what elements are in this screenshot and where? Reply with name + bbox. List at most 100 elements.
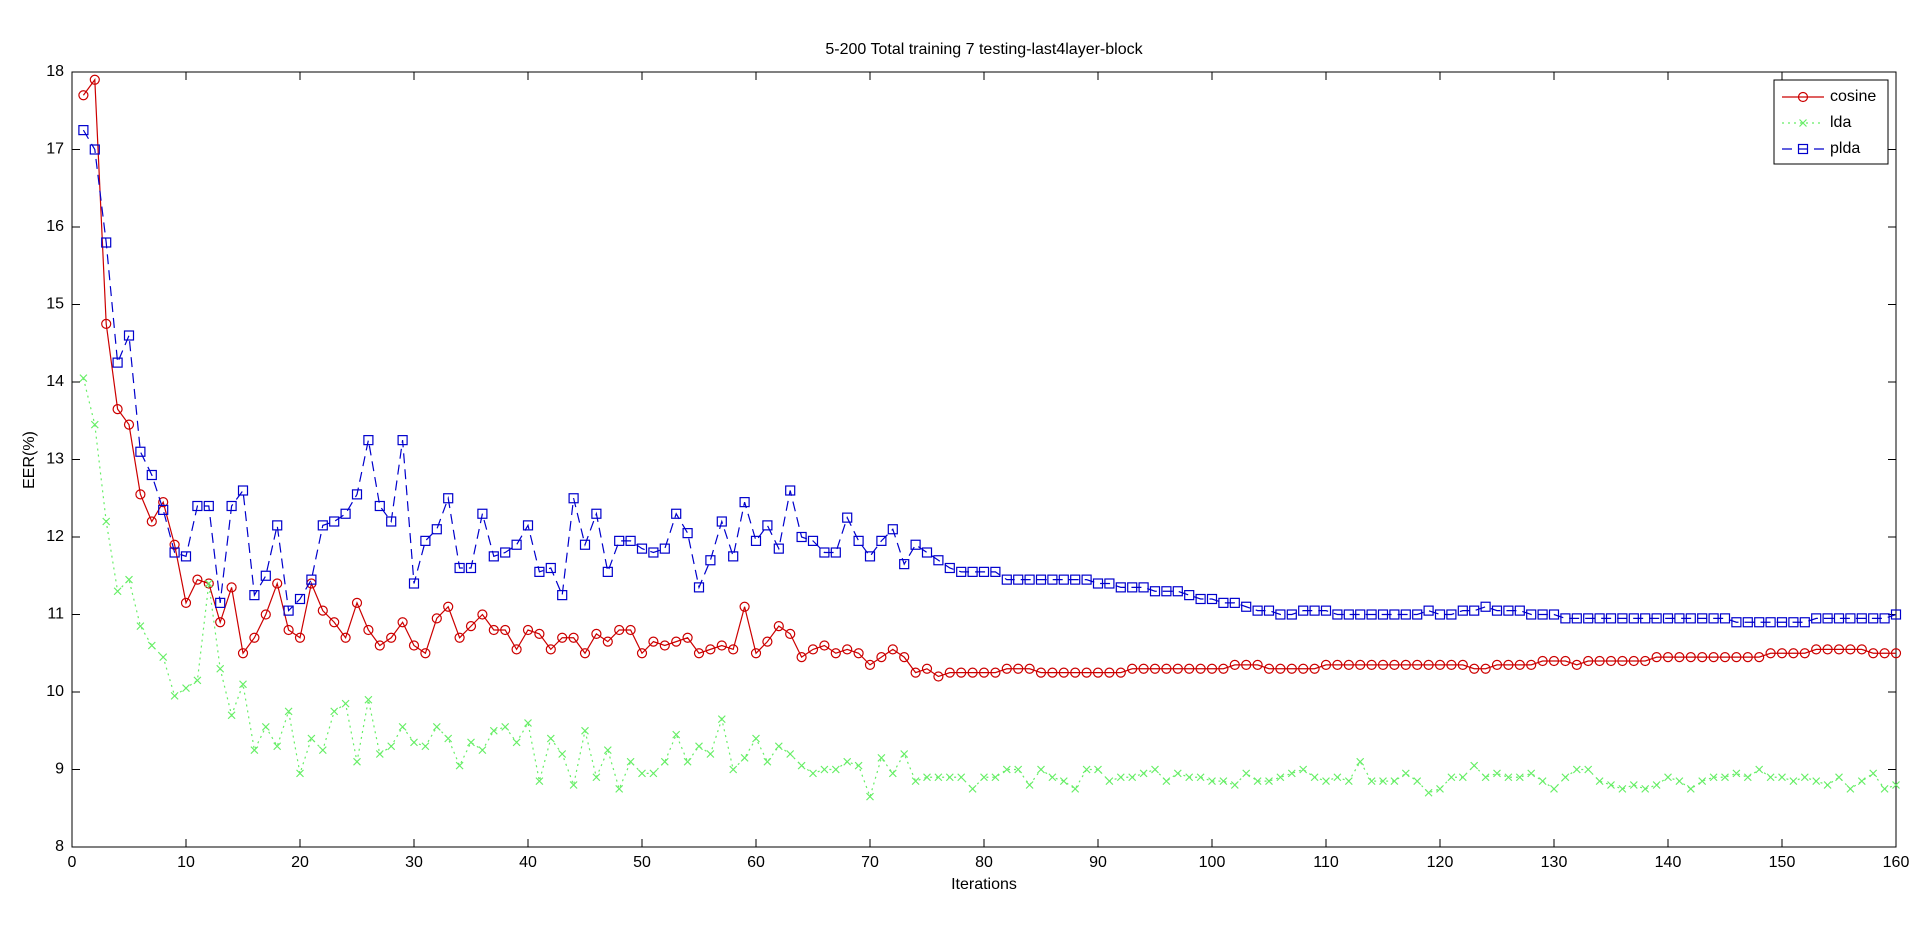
marker (1298, 663, 1309, 674)
marker (1664, 773, 1672, 782)
marker (1697, 613, 1708, 624)
marker (1868, 648, 1879, 659)
marker (579, 648, 591, 659)
marker (866, 792, 874, 801)
marker (842, 644, 853, 655)
marker (363, 435, 374, 446)
marker (934, 773, 943, 782)
marker (557, 590, 568, 601)
x-tick-label: 0 (68, 854, 77, 871)
marker (1719, 652, 1731, 663)
x-tick-label: 120 (1427, 854, 1454, 871)
marker (887, 524, 898, 535)
marker (1013, 574, 1024, 585)
series-line (82, 78, 1896, 678)
marker (659, 640, 670, 651)
marker (1286, 663, 1297, 674)
marker (193, 676, 202, 685)
marker (398, 722, 407, 731)
marker (569, 781, 578, 789)
marker (1641, 784, 1650, 793)
marker (830, 547, 841, 558)
marker (1469, 663, 1480, 674)
marker (978, 566, 990, 577)
marker (785, 485, 796, 496)
marker (1037, 765, 1045, 774)
marker (1675, 777, 1684, 786)
marker (1503, 659, 1514, 670)
marker (1470, 761, 1479, 770)
marker (146, 469, 157, 481)
marker (1595, 777, 1604, 786)
marker (123, 419, 135, 430)
marker (1605, 655, 1617, 667)
marker (1571, 613, 1582, 624)
marker (1869, 769, 1878, 778)
marker (682, 528, 693, 539)
marker (693, 582, 705, 593)
chart-title: 5-200 Total training 7 testing-last4laye… (825, 41, 1143, 58)
marker (1218, 597, 1229, 608)
marker (649, 769, 658, 778)
marker (1754, 652, 1765, 663)
marker (535, 777, 544, 786)
marker (774, 742, 783, 751)
marker (1892, 781, 1900, 789)
marker (420, 648, 431, 659)
marker (489, 726, 498, 735)
y-tick-label: 8 (55, 838, 64, 855)
marker (443, 493, 454, 504)
marker (1436, 784, 1444, 793)
marker (432, 722, 441, 731)
marker (444, 734, 453, 743)
marker (1162, 777, 1171, 786)
marker (534, 566, 545, 577)
marker (1127, 582, 1138, 593)
marker (1560, 655, 1571, 667)
marker (1322, 777, 1330, 786)
marker (410, 738, 418, 747)
marker (1413, 777, 1422, 786)
y-tick-label: 9 (55, 761, 64, 778)
marker (1218, 663, 1229, 674)
marker (455, 761, 464, 770)
x-tick-label: 130 (1541, 854, 1568, 871)
marker (1778, 773, 1786, 782)
marker (1491, 605, 1503, 616)
y-tick-label: 14 (46, 373, 64, 390)
marker (638, 769, 646, 778)
marker (78, 90, 89, 101)
marker (1138, 663, 1149, 674)
marker (511, 539, 522, 550)
marker (1172, 586, 1183, 597)
marker (1469, 605, 1480, 616)
marker (329, 516, 340, 527)
marker (1571, 659, 1582, 670)
marker (819, 640, 830, 651)
marker (1797, 91, 1809, 103)
marker (1721, 773, 1729, 782)
marker (215, 597, 226, 608)
marker (318, 746, 327, 755)
marker (910, 539, 921, 550)
marker (615, 784, 624, 793)
marker (1584, 765, 1593, 774)
marker (1035, 667, 1047, 678)
marker (1742, 617, 1753, 628)
marker (1480, 663, 1491, 674)
marker (169, 539, 180, 550)
marker (1390, 777, 1399, 786)
marker (602, 566, 613, 577)
marker (1811, 613, 1822, 624)
marker (283, 624, 294, 636)
marker (237, 648, 249, 659)
marker (1275, 609, 1286, 620)
marker (1048, 773, 1057, 782)
marker (991, 773, 1000, 782)
marker (910, 667, 921, 678)
marker (1845, 644, 1856, 655)
marker (1607, 781, 1615, 789)
marker (1640, 613, 1651, 624)
marker (945, 773, 954, 782)
marker (182, 684, 190, 693)
